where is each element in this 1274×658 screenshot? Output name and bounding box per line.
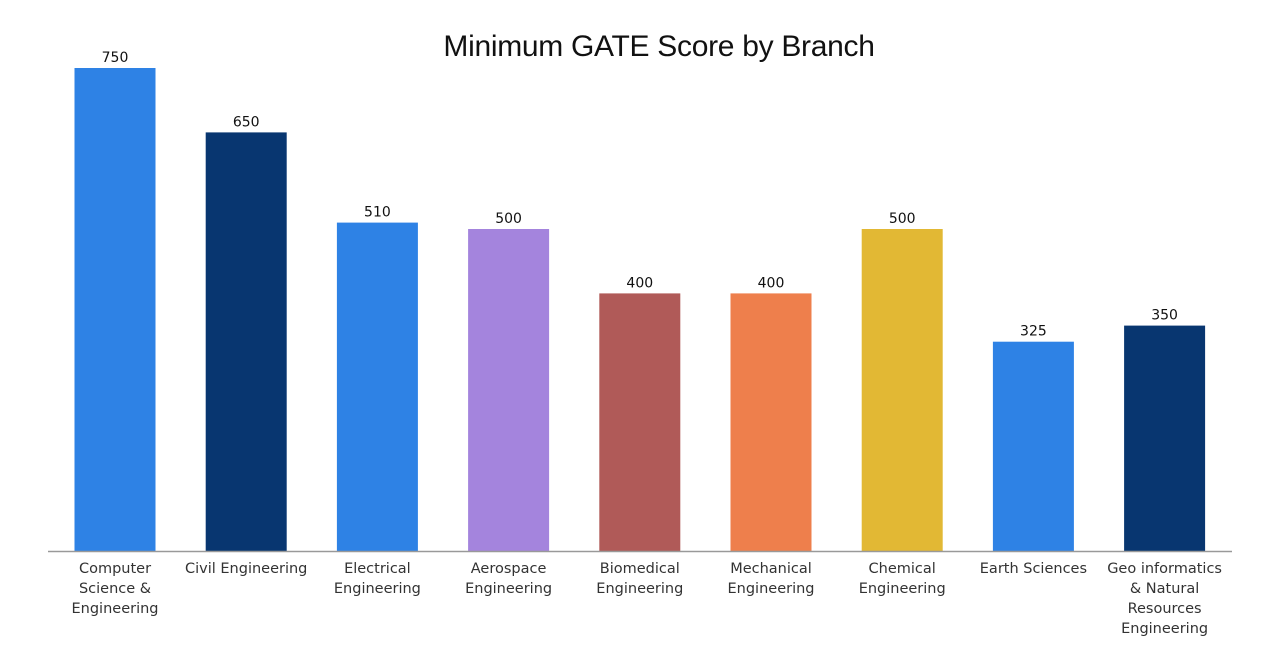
bar-value-label: 325 [1020,324,1047,340]
category-label: Geo informatics & Natural Resources Enginee… [1107,561,1222,637]
bar-5 [599,293,681,551]
bar-2 [205,132,287,551]
category-label-line: Mechanical [730,561,812,577]
category-label: Biomedical Engineering [596,561,683,597]
category-label-line: Computer [79,561,151,577]
category-label-line: Biomedical [600,561,680,577]
bar-value-label: 500 [495,211,522,227]
chart-title: Minimum GATE Score by Branch [443,30,875,63]
bar-value-label: 400 [758,275,785,291]
category-label-line: Engineering [72,601,159,617]
category-label: Aerospace Engineering [465,561,552,597]
category-label: Chemical Engineering [859,561,946,597]
category-label-line: Earth Sciences [980,561,1087,577]
bar-1 [74,68,156,551]
category-label-line: Resources [1128,601,1202,617]
bar-3 [336,222,418,551]
category-label-line: Aerospace [471,561,547,577]
bar-8 [992,341,1074,551]
category-label-line: Science & [79,581,151,597]
bar-7 [861,229,943,551]
category-label: Earth Sciences [980,561,1087,577]
category-label-line: Engineering [1121,621,1208,637]
category-label-line: & Natural [1130,581,1199,597]
bar-value-label: 500 [889,211,916,227]
category-label-line: Engineering [728,581,815,597]
category-label-line: Civil Engineering [185,561,307,577]
category-label-line: Engineering [465,581,552,597]
bar-9 [1124,325,1206,551]
bar-6 [730,293,812,551]
bar-4 [468,229,550,551]
bar-value-label: 750 [102,50,129,66]
category-label-line: Engineering [596,581,683,597]
bar-value-label: 510 [364,205,391,221]
bars-group [74,68,1206,551]
bar-value-label: 400 [626,275,653,291]
category-label-line: Engineering [859,581,946,597]
category-labels-group: Computer Science & Engineering Civil Engine… [72,561,1222,637]
category-label-line: Engineering [334,581,421,597]
value-labels-group: 750 650 510 500 400 400 500 325 350 [102,50,1178,340]
category-label: Electrical Engineering [334,561,421,597]
bar-value-label: 650 [233,114,260,130]
category-label-line: Electrical [344,561,411,577]
category-label: Computer Science & Engineering [72,561,159,617]
category-label-line: Geo informatics [1107,561,1222,577]
category-label: Mechanical Engineering [728,561,815,597]
category-label-line: Chemical [869,561,936,577]
category-label: Civil Engineering [185,561,307,577]
bar-value-label: 350 [1151,308,1178,324]
